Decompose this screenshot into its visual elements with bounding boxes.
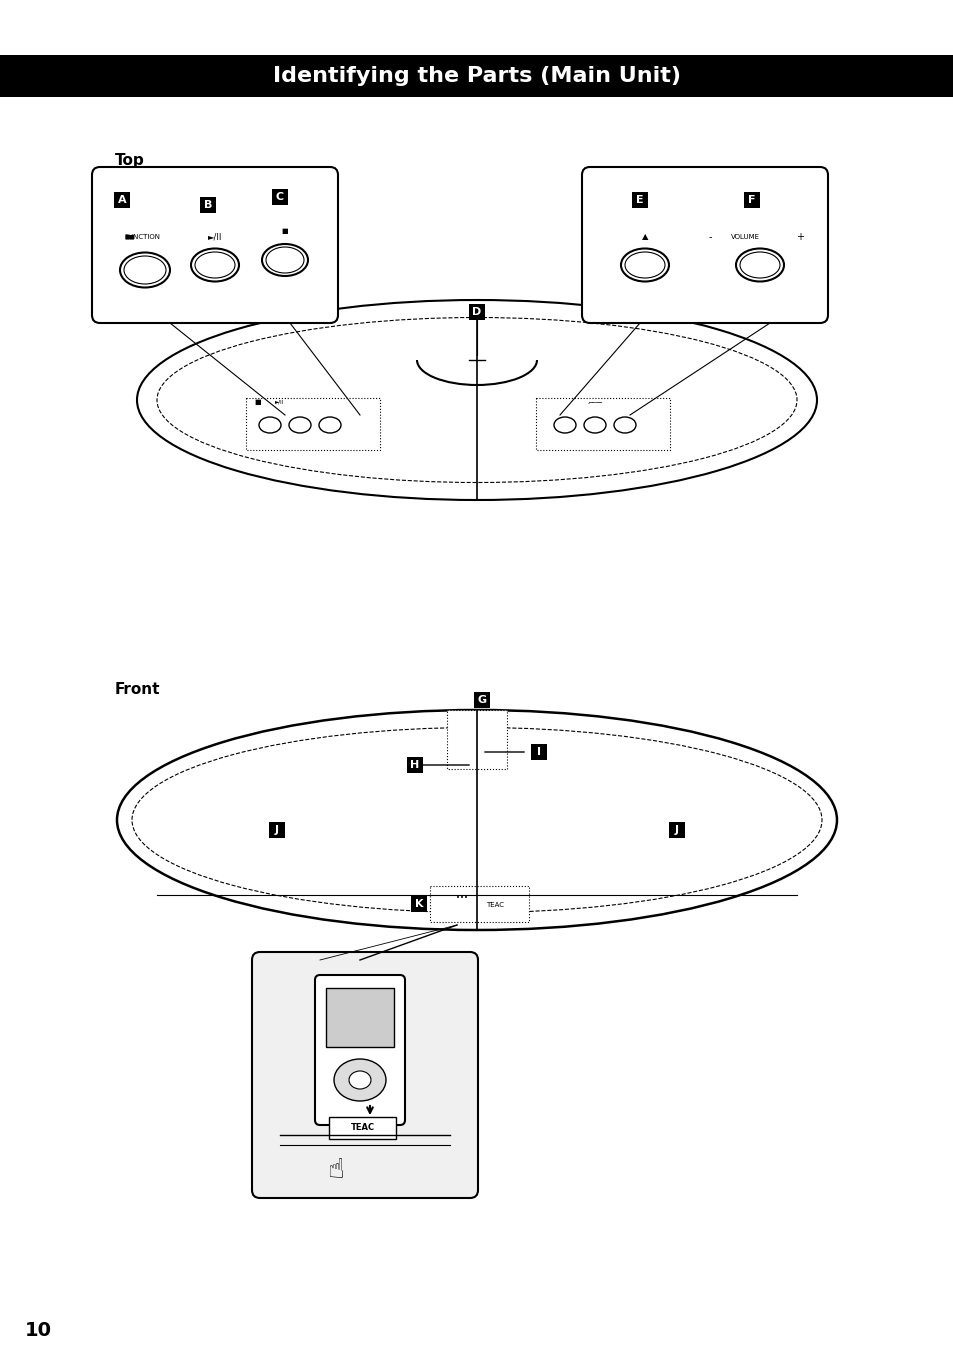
Text: -────: -──── <box>587 401 602 407</box>
Text: •••: ••• <box>456 895 468 900</box>
Text: ■: ■ <box>254 399 261 405</box>
Ellipse shape <box>289 418 311 433</box>
FancyBboxPatch shape <box>329 1117 395 1139</box>
Ellipse shape <box>614 418 636 433</box>
Ellipse shape <box>132 728 821 913</box>
Ellipse shape <box>157 317 796 483</box>
FancyBboxPatch shape <box>269 822 285 838</box>
Text: Identifying the Parts (Main Unit): Identifying the Parts (Main Unit) <box>273 66 680 85</box>
Ellipse shape <box>266 247 304 273</box>
Text: ■■: ■■ <box>125 235 135 240</box>
Text: +: + <box>795 232 803 241</box>
Text: Top: Top <box>115 152 145 168</box>
Text: Front: Front <box>115 682 160 697</box>
FancyBboxPatch shape <box>469 304 484 320</box>
Ellipse shape <box>735 248 783 282</box>
Text: 10: 10 <box>25 1321 51 1340</box>
Ellipse shape <box>262 244 308 277</box>
Ellipse shape <box>137 300 816 500</box>
Text: -: - <box>707 232 711 241</box>
Text: E: E <box>636 195 643 205</box>
Text: G: G <box>476 696 486 705</box>
FancyBboxPatch shape <box>531 744 546 759</box>
Text: TEAC: TEAC <box>351 1124 375 1132</box>
Text: A: A <box>117 195 126 205</box>
Text: B: B <box>204 199 212 210</box>
Ellipse shape <box>124 256 166 283</box>
FancyBboxPatch shape <box>474 692 490 708</box>
FancyBboxPatch shape <box>668 822 684 838</box>
FancyBboxPatch shape <box>326 989 394 1047</box>
FancyBboxPatch shape <box>631 193 647 207</box>
Text: D: D <box>472 306 481 317</box>
FancyBboxPatch shape <box>113 193 130 207</box>
Text: F: F <box>747 195 755 205</box>
Ellipse shape <box>624 252 664 278</box>
Text: TEAC: TEAC <box>485 902 503 909</box>
FancyBboxPatch shape <box>407 757 422 773</box>
Ellipse shape <box>117 711 836 930</box>
Text: I: I <box>537 747 540 757</box>
FancyBboxPatch shape <box>430 885 529 922</box>
FancyBboxPatch shape <box>314 975 405 1125</box>
Ellipse shape <box>258 418 281 433</box>
Ellipse shape <box>620 248 668 282</box>
FancyBboxPatch shape <box>272 188 288 205</box>
Ellipse shape <box>740 252 780 278</box>
FancyBboxPatch shape <box>252 952 477 1197</box>
FancyBboxPatch shape <box>0 56 953 98</box>
Text: ►/II: ►/II <box>275 400 284 404</box>
Text: ☝: ☝ <box>326 1157 343 1184</box>
Text: ▲: ▲ <box>641 232 648 241</box>
Ellipse shape <box>191 248 239 282</box>
Text: VOLUME: VOLUME <box>730 235 759 240</box>
Ellipse shape <box>583 418 605 433</box>
Ellipse shape <box>349 1071 371 1089</box>
FancyBboxPatch shape <box>447 711 506 769</box>
FancyBboxPatch shape <box>200 197 215 213</box>
Text: H: H <box>410 759 419 770</box>
Ellipse shape <box>318 418 340 433</box>
Ellipse shape <box>120 252 170 287</box>
FancyBboxPatch shape <box>581 167 827 323</box>
Text: FUNCTION: FUNCTION <box>124 235 160 240</box>
Text: ►/II: ►/II <box>208 232 222 241</box>
Text: C: C <box>275 193 284 202</box>
Text: K: K <box>415 899 423 909</box>
Ellipse shape <box>554 418 576 433</box>
FancyBboxPatch shape <box>411 896 427 913</box>
FancyBboxPatch shape <box>743 193 760 207</box>
Ellipse shape <box>334 1059 386 1101</box>
Text: J: J <box>675 824 679 835</box>
Text: ■: ■ <box>281 228 288 235</box>
Text: J: J <box>274 824 278 835</box>
FancyBboxPatch shape <box>91 167 337 323</box>
Ellipse shape <box>194 252 234 278</box>
